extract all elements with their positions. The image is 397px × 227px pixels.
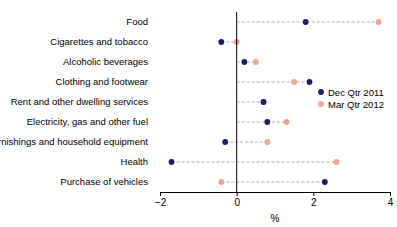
y-tick: Electricity, gas and other fuel (27, 116, 148, 127)
category-label: Furnishings and household equipment (0, 136, 148, 147)
x-axis: −2 0 2 4 (155, 192, 394, 208)
category-label: Health (121, 156, 148, 167)
x-tick: 4 (388, 192, 394, 208)
point (322, 179, 328, 185)
y-tick: Food (126, 16, 148, 27)
category-label: Clothing and footwear (56, 76, 148, 87)
point (307, 79, 313, 85)
y-tick: Purchase of vehicles (60, 176, 148, 187)
point (218, 179, 224, 185)
point (261, 99, 267, 105)
x-tick: 2 (311, 192, 317, 208)
category-label: Rent and other dwelling services (11, 96, 149, 107)
point (291, 79, 297, 85)
chart: Food Cigarettes and tobacco Alcoholic beve… (0, 0, 397, 227)
x-tick-label: −2 (155, 197, 167, 208)
point (218, 39, 224, 45)
x-tick-label: 2 (311, 197, 317, 208)
point (241, 59, 247, 65)
x-tick-mark (160, 192, 161, 196)
point (333, 159, 339, 165)
legend-swatch (318, 101, 324, 107)
category-label: Food (126, 16, 148, 27)
category-label: Cigarettes and tobacco (50, 36, 148, 47)
y-tick: Clothing and footwear (56, 76, 148, 87)
y-tick: Alcoholic beverages (63, 56, 148, 67)
y-tick: Cigarettes and tobacco (50, 36, 148, 47)
x-tick-label: 0 (234, 197, 240, 208)
legend-swatch (318, 89, 324, 95)
y-axis: Food Cigarettes and tobacco Alcoholic beve… (0, 16, 148, 187)
point (261, 99, 267, 105)
point (284, 119, 290, 125)
y-tick: Health (121, 156, 148, 167)
x-tick: 0 (234, 192, 240, 208)
x-axis-line (161, 193, 391, 197)
y-tick: Rent and other dwelling services (11, 96, 149, 107)
x-tick-label: 4 (388, 197, 394, 208)
legend-item: Dec Qtr 2011 (318, 87, 384, 98)
legend-item: Mar Qtr 2012 (318, 99, 384, 110)
zero-line (236, 12, 237, 192)
x-tick-mark (390, 192, 391, 196)
legend-label: Mar Qtr 2012 (328, 99, 384, 110)
point (376, 19, 382, 25)
point (264, 139, 270, 145)
point (253, 59, 259, 65)
category-label: Purchase of vehicles (60, 176, 148, 187)
guide-line (237, 102, 264, 103)
x-axis-title: % (271, 213, 280, 224)
legend-label: Dec Qtr 2011 (328, 87, 384, 98)
guide-line (225, 142, 267, 143)
point (264, 119, 270, 125)
point (303, 19, 309, 25)
guide-line (237, 82, 310, 83)
guide-line (172, 162, 337, 163)
category-label: Alcoholic beverages (63, 56, 148, 67)
guide-line (237, 122, 287, 123)
category-label: Electricity, gas and other fuel (27, 116, 148, 127)
series (169, 19, 328, 185)
point (169, 159, 175, 165)
x-tick-mark (237, 192, 238, 196)
y-tick: Furnishings and household equipment (0, 136, 148, 147)
x-tick-mark (313, 192, 314, 196)
point (222, 139, 228, 145)
legend: Dec Qtr 2011Mar Qtr 2012 (318, 87, 384, 110)
x-tick: −2 (155, 192, 167, 208)
